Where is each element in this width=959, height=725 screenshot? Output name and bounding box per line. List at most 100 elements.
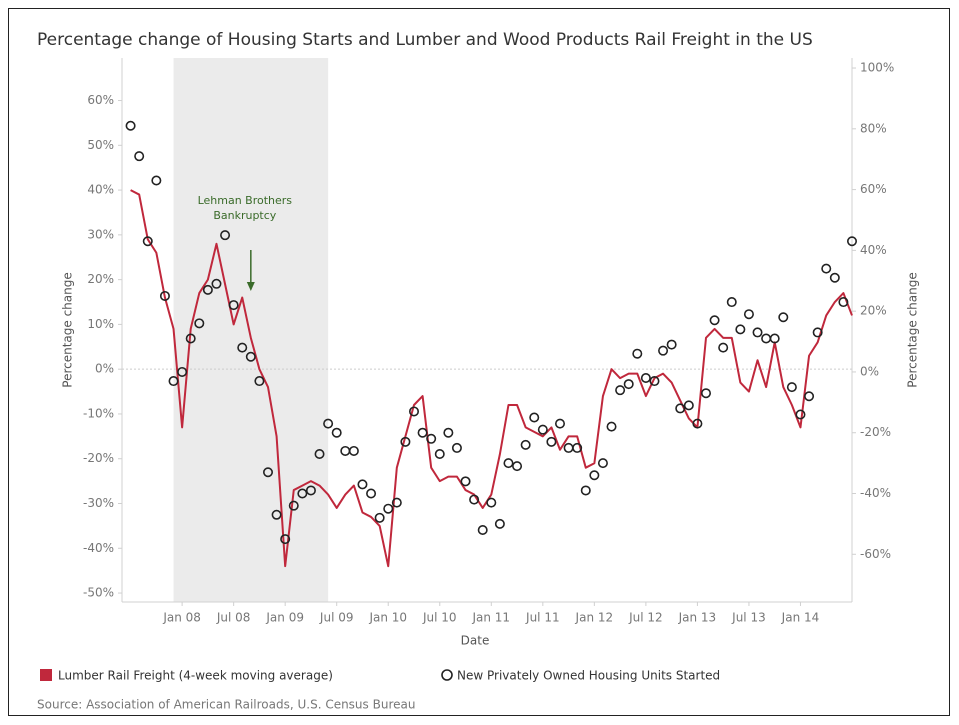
scatter-point [271,509,282,520]
scatter-point [202,284,213,295]
frame [8,8,950,716]
annotation-text: Lehman Brothers [198,194,293,207]
scatter-point [520,439,531,450]
scatter-point [795,409,806,420]
scatter-point [159,290,170,301]
scatter-point [408,406,419,417]
scatter-point [323,418,334,429]
y-tick-label: -40% [83,541,114,555]
scatter-point [649,376,660,387]
scatter-point [503,458,514,469]
x-tick-label: Jan 12 [575,611,614,625]
y-tick-label: 30% [87,227,114,241]
annotation-text: Bankruptcy [213,209,276,222]
scatter-point [709,315,720,326]
scatter-point [417,427,428,438]
scatter-point [546,436,557,447]
x-tick-label: Jan 09 [265,611,304,625]
scatter-point [615,385,626,396]
scatter-point [477,524,488,535]
scatter-point [262,467,273,478]
scatter-point [237,342,248,353]
scatter-point [348,445,359,456]
scatter-point [314,448,325,459]
scatter-point [374,512,385,523]
scatter-point [245,351,256,362]
x-tick-label: Jan 10 [368,611,407,625]
scatter-point [589,470,600,481]
y-tick-label: -10% [83,406,114,420]
scatter-point [743,309,754,320]
y-tick-label: 0% [95,362,114,376]
scatter-point [735,324,746,335]
scatter-point [125,120,136,131]
y2-tick-label: 100% [860,61,894,75]
legend-swatch [441,669,453,681]
source: Source: Association of American Railroad… [37,698,415,712]
x-tick-label: Jan 14 [781,611,820,625]
y2-tick-label: 0% [860,364,879,378]
y-tick-label: 60% [87,93,114,107]
scatter-point [632,348,643,359]
legend-label: Lumber Rail Freight (4-week moving avera… [58,669,333,683]
scatter-point [658,345,669,356]
scatter-point [426,433,437,444]
y2-tick-label: 80% [860,121,887,135]
scatter-point [134,151,145,162]
scatter-point [168,376,179,387]
scatter-point [829,272,840,283]
scatter-point [383,503,394,514]
scatter-point [804,391,815,402]
scatter-point [675,403,686,414]
y-tick-label: -20% [83,451,114,465]
scatter-point [529,412,540,423]
x-tick-label: Jan 08 [162,611,201,625]
scatter-point [400,436,411,447]
annotation-arrowhead [246,282,255,291]
chart-title: Percentage change of Housing Starts and … [37,30,813,50]
scatter-point [786,382,797,393]
scatter-point [331,427,342,438]
x-tick-label: Jul 13 [731,611,766,625]
scatter-point [846,236,857,247]
scatter-point [288,500,299,511]
x-tick-label: Jul 12 [628,611,663,625]
scatter-point [572,442,583,453]
scatter-point [692,418,703,429]
x-tick-label: Jul 09 [319,611,354,625]
scatter-point [451,442,462,453]
scatter-point [254,376,265,387]
legend-label: New Privately Owned Housing Units Starte… [457,669,720,683]
y2-tick-label: -60% [860,547,891,561]
scatter-point [821,263,832,274]
scatter-point [512,461,523,472]
y-tick-label: -50% [83,586,114,600]
scatter-point [305,485,316,496]
y-axis-label: Percentage change [61,272,75,387]
scatter-point [194,318,205,329]
scatter-point [752,327,763,338]
x-tick-label: Jul 10 [422,611,457,625]
y2-tick-label: 20% [860,304,887,318]
y2-tick-label: 40% [860,243,887,257]
scatter-point [151,175,162,186]
scatter-point [580,485,591,496]
scatter-point [812,327,823,338]
scatter-point [718,342,729,353]
y-tick-label: 40% [87,183,114,197]
scatter-point [623,379,634,390]
scatter-point [228,300,239,311]
y-tick-label: 50% [87,138,114,152]
y-tick-label: -30% [83,496,114,510]
scatter-point [220,230,231,241]
scatter-point [778,312,789,323]
y2-axis-label: Percentage change [906,272,920,387]
scatter-point [640,373,651,384]
scatter-point [537,424,548,435]
legend-swatch [40,669,52,681]
shaded-range [173,58,329,602]
scatter-point [554,418,565,429]
scatter-point [700,388,711,399]
scatter-point [726,297,737,308]
scatter-point [606,421,617,432]
